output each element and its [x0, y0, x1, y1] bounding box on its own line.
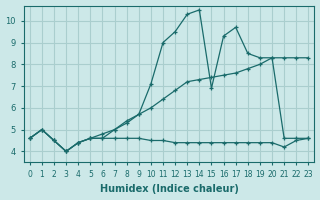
X-axis label: Humidex (Indice chaleur): Humidex (Indice chaleur): [100, 184, 238, 194]
